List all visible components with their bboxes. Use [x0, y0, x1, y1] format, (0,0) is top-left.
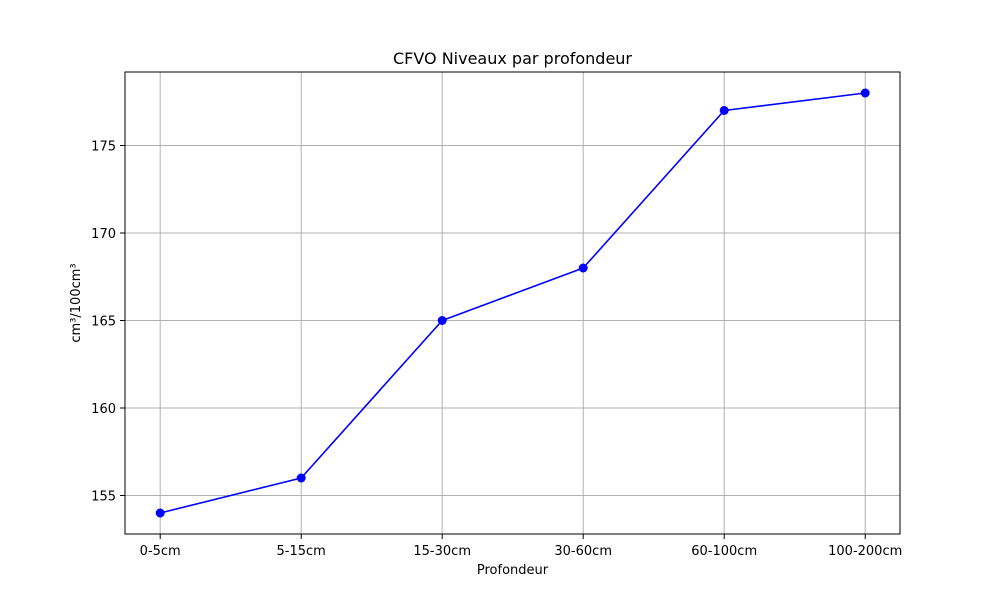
x-tick-label: 100-200cm — [828, 544, 902, 559]
y-tick-label: 160 — [91, 402, 116, 417]
x-tick-label: 5-15cm — [277, 544, 326, 559]
data-point-marker — [719, 106, 729, 115]
x-tick-label: 30-60cm — [554, 544, 612, 559]
y-tick-label: 170 — [91, 227, 116, 242]
x-axis-label: Profondeur — [477, 563, 549, 578]
y-axis-label: cm³/100cm³ — [69, 263, 84, 342]
x-tick-label: 60-100cm — [691, 544, 757, 559]
plot-frame — [124, 71, 901, 535]
data-point-marker — [578, 263, 588, 273]
data-point-marker — [296, 473, 306, 483]
chart-title: CFVO Niveaux par profondeur — [393, 49, 632, 68]
axis-ticks: 0-5cm 5-15cm 15-30cm 30-60cm 60-100cm 100-200… — [91, 140, 902, 560]
y-tick-label: 175 — [91, 140, 116, 155]
x-tick-label: 15-30cm — [413, 544, 471, 559]
data-point-marker — [860, 88, 870, 98]
y-tick-label: 165 — [91, 315, 116, 330]
data-point-marker — [437, 316, 447, 325]
data-point-marker — [155, 508, 165, 518]
x-tick-label: 0-5cm — [140, 544, 181, 559]
series-line — [160, 92, 866, 514]
y-tick-label: 155 — [91, 490, 116, 505]
series-layer — [155, 88, 870, 518]
grid-lines — [125, 72, 900, 534]
